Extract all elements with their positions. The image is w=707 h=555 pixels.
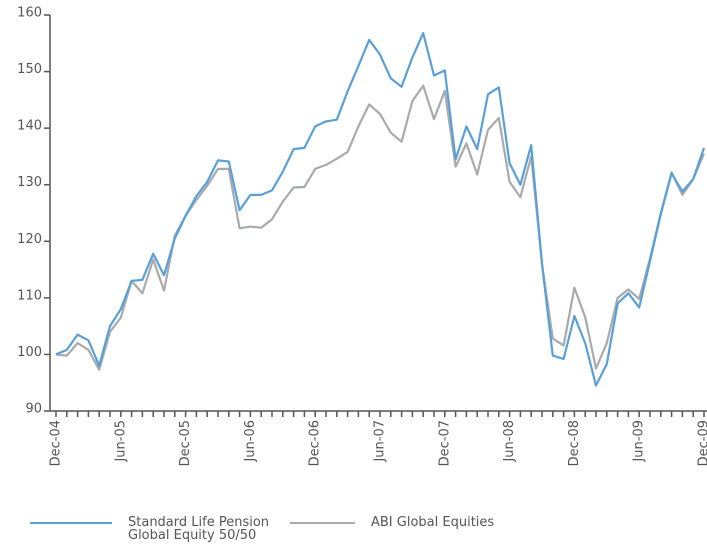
x-tick-label: Dec-04 <box>49 420 64 466</box>
y-tick-label: 110 <box>17 288 42 303</box>
y-tick-label: 100 <box>17 345 42 360</box>
y-tick-label: 90 <box>25 402 42 417</box>
legend-label: Standard Life Pension Global Equity 50/5… <box>128 515 270 543</box>
chart: 90 100 110 120 130 140 150 160 Dec-04 Jun-05 Dec-0… <box>17 6 707 466</box>
x-tick-label: Dec-07 <box>437 420 452 466</box>
x-tick-label: Jun-08 <box>502 420 517 463</box>
y-tick-label: 160 <box>17 6 42 21</box>
x-tick-label: Dec-05 <box>178 420 193 466</box>
legend-swatch <box>30 522 112 524</box>
x-tick-label: Dec-06 <box>308 420 323 466</box>
x-tick-label: Jun-05 <box>113 420 128 463</box>
series-line <box>55 32 706 387</box>
x-tick-label: Dec-08 <box>567 420 582 466</box>
series-line <box>55 84 706 371</box>
y-tick-label: 120 <box>17 232 42 247</box>
x-tick-label: Dec-09 <box>697 420 707 466</box>
legend-swatch <box>290 522 355 524</box>
y-tick-label: 150 <box>17 62 42 77</box>
x-tick-label: Jun-07 <box>373 420 388 463</box>
x-tick-label: Jun-09 <box>632 420 647 463</box>
x-tick-label: Jun-06 <box>243 420 258 463</box>
y-tick-label: 140 <box>17 119 42 134</box>
y-tick-label: 130 <box>17 175 42 190</box>
legend-label: ABI Global Equities <box>371 515 495 530</box>
